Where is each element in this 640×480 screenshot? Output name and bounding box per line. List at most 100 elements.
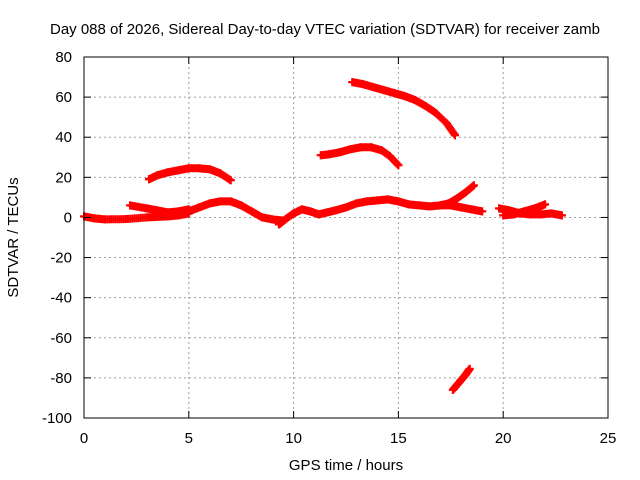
data-point: [126, 201, 135, 210]
series-markers: [348, 78, 459, 140]
data-point: [495, 204, 503, 213]
data-point: [346, 145, 355, 154]
data-point: [453, 194, 462, 203]
data-point: [465, 364, 474, 373]
data-point: [121, 215, 130, 223]
data-point: [216, 169, 225, 178]
data-point: [557, 211, 566, 220]
data-point: [547, 209, 556, 218]
data-point: [373, 196, 382, 205]
y-tick-label: 40: [55, 129, 72, 146]
data-point: [461, 188, 470, 197]
x-tick-label: 10: [285, 430, 302, 447]
data-point: [306, 207, 315, 216]
x-axis-label: GPS time / hours: [289, 457, 403, 474]
data-point: [331, 206, 340, 215]
data-point: [226, 176, 235, 185]
data-point: [425, 202, 434, 211]
data-point: [145, 175, 153, 184]
y-tick-label: -60: [50, 330, 72, 347]
data-point: [457, 203, 466, 212]
data-point: [274, 220, 283, 229]
data-point: [541, 200, 550, 209]
data-point: [444, 199, 453, 208]
data-point: [520, 207, 529, 216]
data-point: [101, 215, 109, 224]
data-point: [386, 152, 394, 161]
data-point: [142, 204, 151, 213]
data-point: [323, 208, 332, 217]
y-tick-label: -40: [50, 290, 72, 307]
data-point: [258, 213, 267, 222]
data-point: [205, 199, 214, 208]
data-point: [358, 80, 367, 89]
data-point: [436, 201, 445, 210]
data-point: [314, 210, 323, 219]
data-point: [461, 370, 470, 379]
data-point: [289, 209, 298, 218]
data-point: [174, 166, 183, 175]
data-point: [421, 102, 430, 111]
data-point: [536, 210, 545, 219]
data-point: [316, 151, 325, 160]
data-point: [509, 210, 518, 219]
data-point: [390, 89, 399, 98]
data-point: [432, 109, 441, 118]
data-point: [394, 197, 403, 206]
data-point: [367, 143, 376, 152]
y-tick-label: -20: [50, 250, 72, 267]
data-point: [184, 207, 193, 216]
y-tick-label: 60: [55, 89, 72, 106]
data-point: [404, 200, 413, 209]
data-point: [377, 146, 386, 155]
data-point: [163, 168, 172, 177]
data-point: [369, 83, 378, 92]
data-point: [153, 206, 162, 215]
series-arc-8: [436, 181, 478, 210]
data-point: [467, 205, 476, 214]
x-tick-label: 0: [80, 430, 88, 447]
series-arc-9: [448, 364, 474, 394]
data-point: [174, 209, 183, 218]
data-point: [348, 78, 357, 87]
data-point: [442, 119, 451, 128]
data-point: [394, 161, 403, 170]
x-tick-label: 20: [495, 430, 512, 447]
y-tick-label: -80: [50, 370, 72, 387]
data-point: [237, 201, 246, 210]
data-point: [342, 203, 350, 212]
y-tick-label: 80: [55, 49, 72, 66]
data-point: [142, 213, 151, 222]
data-point: [226, 197, 235, 206]
y-tick-label: 0: [64, 209, 72, 226]
data-point: [298, 205, 306, 214]
data-point: [457, 375, 466, 384]
data-point: [90, 214, 99, 223]
series-arc-3: [145, 164, 235, 185]
data-point: [195, 203, 204, 212]
data-point: [247, 207, 256, 216]
data-layer: [80, 78, 566, 394]
x-tick-label: 5: [185, 430, 193, 447]
data-point: [216, 197, 225, 206]
data-point: [379, 86, 388, 95]
y-tick-label: -100: [42, 410, 72, 427]
y-axis-label: SDTVAR / TECUs: [5, 177, 22, 297]
series-arc-11: [499, 200, 550, 220]
data-point: [453, 380, 462, 389]
data-point: [281, 215, 290, 224]
data-point: [530, 204, 539, 213]
data-point: [363, 197, 371, 206]
data-point: [383, 195, 392, 204]
data-point: [352, 199, 361, 208]
data-point: [184, 164, 193, 173]
data-point: [469, 181, 478, 190]
series-arc-4: [163, 197, 288, 225]
data-point: [205, 165, 214, 174]
data-point: [478, 207, 487, 216]
data-point: [163, 211, 172, 220]
data-point: [268, 215, 277, 224]
data-point: [356, 143, 365, 152]
data-point: [325, 150, 334, 159]
